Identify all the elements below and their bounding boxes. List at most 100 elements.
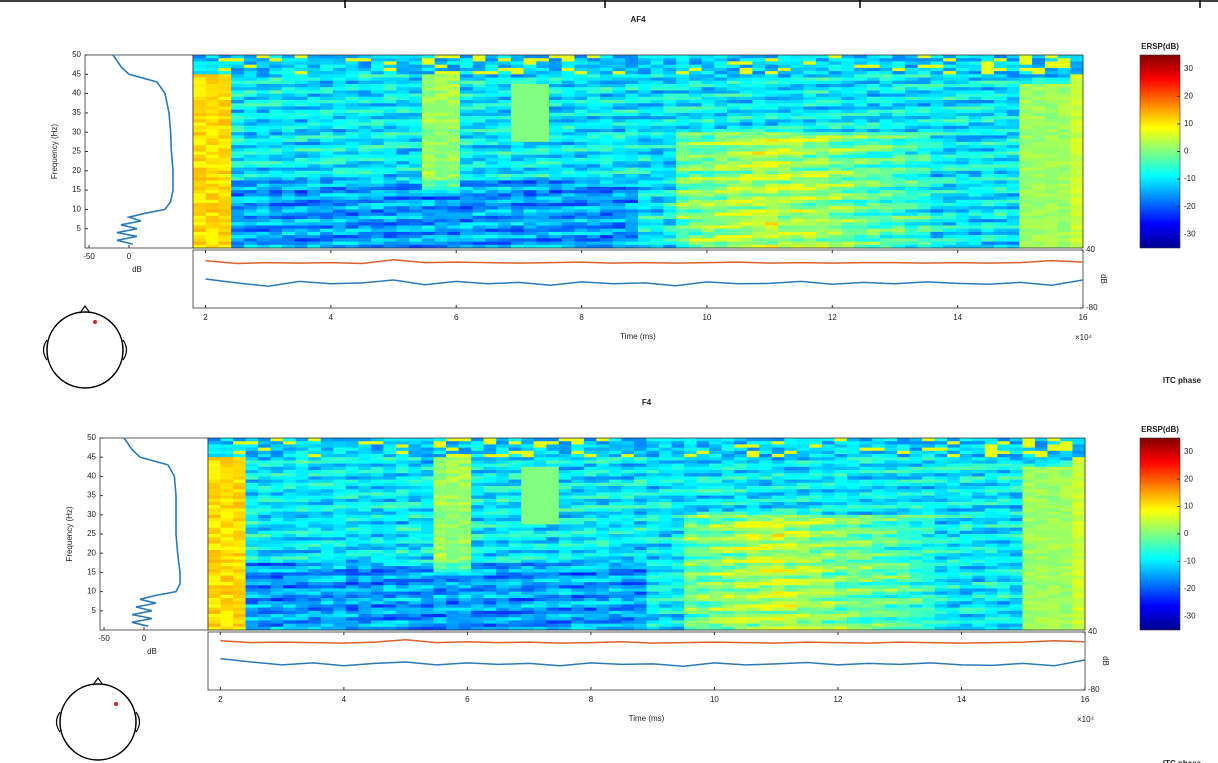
spectrogram-cell	[282, 81, 295, 85]
spectrogram-cell	[269, 238, 282, 242]
spectrogram-cell	[778, 209, 791, 213]
spectrogram-cell	[485, 235, 498, 239]
spectrogram-cell	[1070, 58, 1083, 62]
spectrogram-cell	[498, 110, 511, 114]
spectrogram-cell	[371, 158, 384, 162]
spectrogram-cell	[269, 155, 282, 159]
spectrogram-cell	[918, 58, 931, 62]
spectrogram-cell	[498, 58, 511, 62]
spectrogram-cell	[218, 235, 231, 239]
spectrogram-cell	[956, 229, 969, 233]
spectrogram-cell	[193, 177, 206, 181]
spectrogram-cell	[396, 74, 409, 78]
spectrogram-cell	[358, 177, 371, 181]
spectrogram-cell	[371, 94, 384, 98]
spectrogram-cell	[435, 81, 448, 85]
spectrogram-cell	[484, 441, 497, 445]
spectrogram-cell	[409, 107, 422, 111]
spectrogram-cell	[880, 235, 893, 239]
spectrogram-cell	[765, 203, 778, 207]
spectrogram-cell	[956, 90, 969, 94]
spectrogram-cell	[816, 132, 829, 136]
spectrogram-cell	[997, 444, 1010, 448]
spectrogram-cell	[485, 142, 498, 146]
spectrogram-cell	[498, 177, 511, 181]
spectrogram-cell	[396, 65, 409, 69]
spectrogram-cell	[346, 81, 359, 85]
spectrogram-cell	[536, 155, 549, 159]
spectrogram-cell	[880, 107, 893, 111]
spectrogram-cell	[634, 460, 647, 464]
spectrogram-cell	[1070, 242, 1083, 246]
spectrogram-cell	[435, 142, 448, 146]
spectrogram-cell	[511, 68, 524, 72]
spectrogram-cell	[969, 171, 982, 175]
spectrogram-cell	[383, 464, 396, 468]
spectrogram-cell	[435, 180, 448, 184]
spectrogram-cell	[231, 58, 244, 62]
spectrogram-cell	[956, 187, 969, 191]
spectrogram-cell	[384, 148, 397, 152]
spectrogram-cell	[930, 180, 943, 184]
spectrogram-cell	[258, 451, 271, 455]
spectrogram-cell	[867, 222, 880, 226]
spectrogram-cell	[651, 107, 664, 111]
spectrogram-cell	[1045, 180, 1058, 184]
spectrogram-cell	[257, 90, 270, 94]
spectrogram-cell	[485, 158, 498, 162]
spectrogram-cell	[218, 71, 231, 75]
spectrogram-cell	[930, 139, 943, 143]
spectrogram-cell	[638, 145, 651, 149]
spectrogram-cell	[880, 200, 893, 204]
spectrogram-cell	[231, 161, 244, 165]
spectrogram-cell	[524, 65, 537, 69]
spectrogram-cell	[435, 139, 448, 143]
spectrogram-cell	[841, 113, 854, 117]
spectrogram-cell	[759, 460, 772, 464]
spectrogram-cell	[981, 65, 994, 69]
spectrogram-cell	[460, 216, 473, 220]
spectrogram-cell	[816, 242, 829, 246]
spectrogram-cell	[1032, 200, 1045, 204]
spectrogram-cell	[282, 129, 295, 133]
spectrogram-cell	[1032, 129, 1045, 133]
spectrogram-cell	[935, 441, 948, 445]
spectrogram-cell	[778, 107, 791, 111]
spectrogram-cell	[269, 232, 282, 236]
spectrogram-cell	[1032, 190, 1045, 194]
spectrogram-cell	[880, 209, 893, 213]
spectrogram-cell	[1010, 441, 1023, 445]
y-tick-label: 25	[87, 529, 96, 538]
spectrogram-cell	[307, 222, 320, 226]
spectrogram-cell	[867, 238, 880, 242]
spectrogram-cell	[587, 142, 600, 146]
spectrogram-cell	[320, 55, 333, 59]
spectrogram-cell	[498, 161, 511, 165]
spectrogram-cell	[1007, 94, 1020, 98]
spectrogram-cell	[346, 467, 359, 471]
spectrogram-cell	[384, 113, 397, 117]
spectrogram-cell	[460, 174, 473, 178]
spectrogram-cell	[282, 65, 295, 69]
spectrogram-cell	[689, 177, 702, 181]
spectrogram-cell	[409, 97, 422, 101]
spectrogram-cell	[663, 158, 676, 162]
spectrogram-cell	[295, 135, 308, 139]
spectrogram-cell	[663, 119, 676, 123]
spectrogram-cell	[829, 145, 842, 149]
spectrogram-cell	[283, 467, 296, 471]
spectrogram-cell	[905, 81, 918, 85]
spectrogram-cell	[409, 148, 422, 152]
spectrogram-cell	[511, 226, 524, 230]
spectrogram-cell	[778, 135, 791, 139]
spectrogram-cell	[772, 448, 785, 452]
spectrogram-cell	[307, 87, 320, 91]
spectrogram-cell	[346, 148, 359, 152]
spectrogram-cell	[422, 103, 435, 107]
spectrogram-cell	[981, 68, 994, 72]
spectrogram-cell	[346, 74, 359, 78]
spectrogram-cell	[257, 190, 270, 194]
spectrogram-cell	[918, 171, 931, 175]
spectrogram-cell	[422, 148, 435, 152]
spectrogram-cell	[714, 206, 727, 210]
